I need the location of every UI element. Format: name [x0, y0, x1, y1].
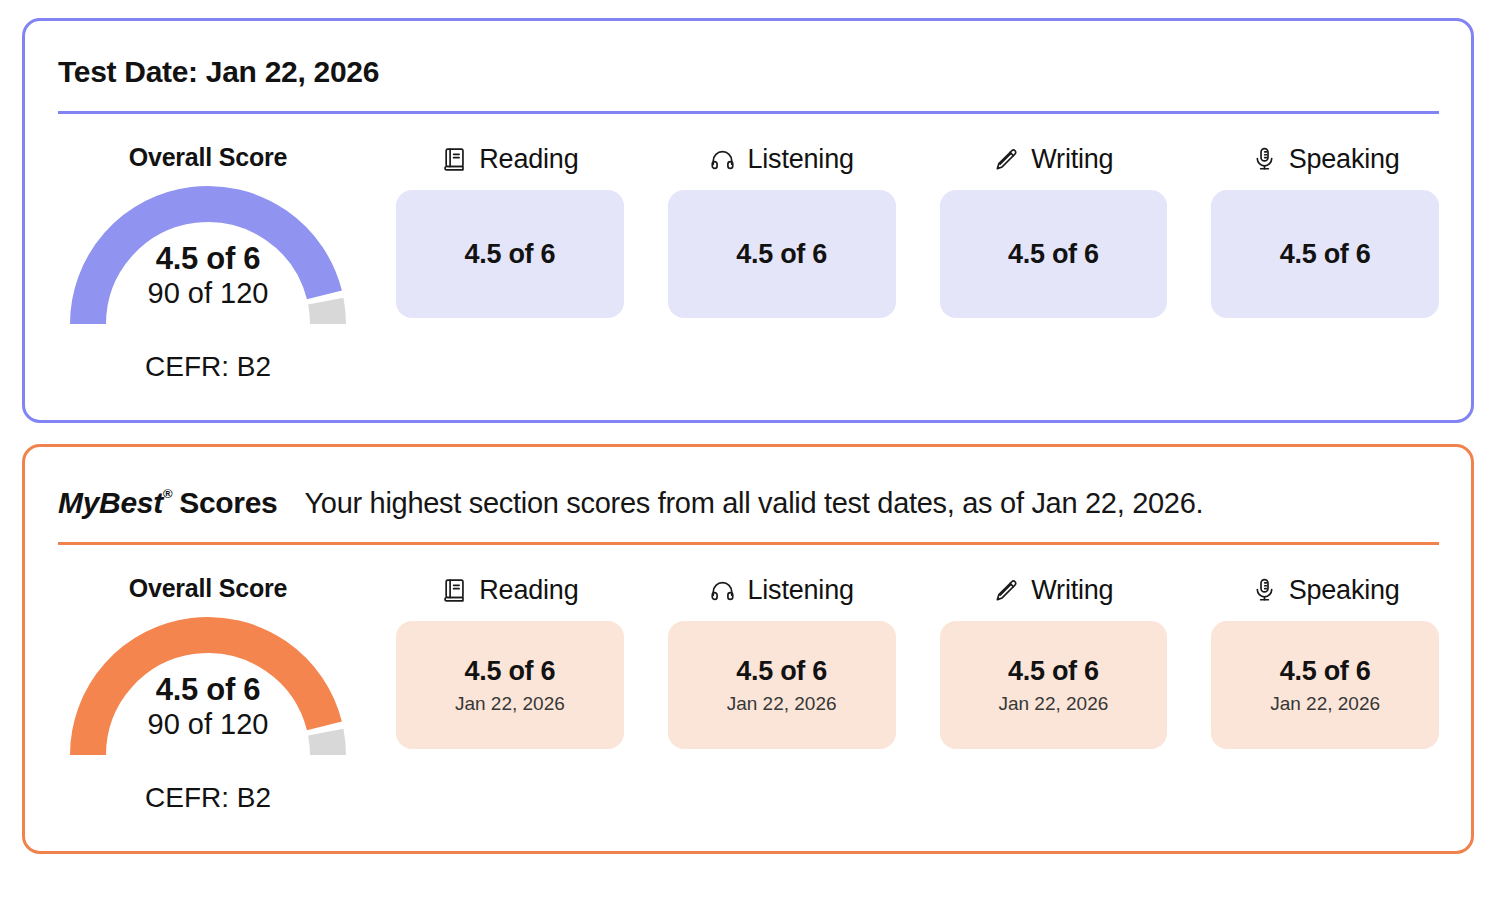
headphones-icon: [709, 146, 736, 173]
mybest-title-suffix: Scores: [179, 486, 277, 519]
score-box-reading: 4.5 of 6: [396, 190, 624, 318]
test-date-title: Test Date: Jan 22, 2026: [58, 53, 379, 91]
cefr-level: CEFR: B2: [145, 350, 271, 384]
pencil-icon: [993, 146, 1020, 173]
section-score: 4.5 of 6: [736, 656, 827, 687]
section-score: 4.5 of 6: [1280, 656, 1371, 687]
section-scores: Reading 4.5 of 6 Listening 4.5 of 6: [396, 142, 1439, 384]
section-column-speaking: Speaking 4.5 of 6 Jan 22, 2026: [1211, 573, 1439, 815]
book-icon: [441, 146, 468, 173]
section-score: 4.5 of 6: [465, 656, 556, 687]
microphone-icon: [1251, 146, 1278, 173]
section-label: Speaking: [1289, 573, 1400, 607]
mybest-scores-card: MyBest® Scores Your highest section score…: [22, 444, 1474, 854]
section-column-writing: Writing 4.5 of 6 Jan 22, 2026: [940, 573, 1168, 815]
headphones-icon: [709, 577, 736, 604]
score-box-writing: 4.5 of 6 Jan 22, 2026: [940, 621, 1168, 749]
mybest-description: Your highest section scores from all val…: [304, 487, 1203, 520]
section-score-date: Jan 22, 2026: [455, 693, 565, 715]
section-column-reading: Reading 4.5 of 6 Jan 22, 2026: [396, 573, 624, 815]
section-label: Reading: [479, 142, 578, 176]
section-label: Speaking: [1289, 142, 1400, 176]
overall-score-gauge: 4.5 of 6 90 of 120: [68, 615, 348, 757]
divider: [58, 542, 1439, 545]
cefr-level: CEFR: B2: [145, 781, 271, 815]
section-score-date: Jan 22, 2026: [727, 693, 837, 715]
overall-score-column: Overall Score 4.5 of 6 90 of 120 CEFR: B…: [58, 573, 358, 815]
section-score: 4.5 of 6: [1008, 656, 1099, 687]
section-column-reading: Reading 4.5 of 6: [396, 142, 624, 384]
section-label: Listening: [747, 573, 853, 607]
score-report-page: Test Date: Jan 22, 2026 Overall Score 4.…: [0, 0, 1492, 854]
overall-score-label: Overall Score: [129, 573, 288, 603]
pencil-icon: [993, 577, 1020, 604]
section-label: Listening: [747, 142, 853, 176]
section-score: 4.5 of 6: [1008, 239, 1099, 270]
overall-score-column: Overall Score 4.5 of 6 90 of 120 CEFR: B…: [58, 142, 358, 384]
score-box-listening: 4.5 of 6 Jan 22, 2026: [668, 621, 896, 749]
section-column-speaking: Speaking 4.5 of 6: [1211, 142, 1439, 384]
mybest-brand: MyBest: [58, 486, 163, 519]
divider: [58, 111, 1439, 114]
book-icon: [441, 577, 468, 604]
overall-band-score: 4.5 of 6: [68, 672, 348, 708]
registered-trademark: ®: [163, 486, 172, 501]
section-score: 4.5 of 6: [465, 239, 556, 270]
section-label: Reading: [479, 573, 578, 607]
test-date-score-card: Test Date: Jan 22, 2026 Overall Score 4.…: [22, 18, 1474, 423]
section-score-date: Jan 22, 2026: [1270, 693, 1380, 715]
overall-band-score: 4.5 of 6: [68, 241, 348, 277]
section-score-date: Jan 22, 2026: [998, 693, 1108, 715]
section-label: Writing: [1031, 573, 1113, 607]
microphone-icon: [1251, 577, 1278, 604]
overall-score-label: Overall Score: [129, 142, 288, 172]
section-score: 4.5 of 6: [736, 239, 827, 270]
score-box-listening: 4.5 of 6: [668, 190, 896, 318]
score-box-writing: 4.5 of 6: [940, 190, 1168, 318]
section-column-writing: Writing 4.5 of 6: [940, 142, 1168, 384]
section-label: Writing: [1031, 142, 1113, 176]
section-column-listening: Listening 4.5 of 6 Jan 22, 2026: [668, 573, 896, 815]
score-box-speaking: 4.5 of 6 Jan 22, 2026: [1211, 621, 1439, 749]
score-box-reading: 4.5 of 6 Jan 22, 2026: [396, 621, 624, 749]
section-score: 4.5 of 6: [1280, 239, 1371, 270]
overall-score-gauge: 4.5 of 6 90 of 120: [68, 184, 348, 326]
mybest-title: MyBest® Scores: [58, 479, 277, 522]
overall-scaled-score: 90 of 120: [68, 277, 348, 310]
section-column-listening: Listening 4.5 of 6: [668, 142, 896, 384]
score-box-speaking: 4.5 of 6: [1211, 190, 1439, 318]
overall-scaled-score: 90 of 120: [68, 708, 348, 741]
section-scores: Reading 4.5 of 6 Jan 22, 2026 Listening …: [396, 573, 1439, 815]
